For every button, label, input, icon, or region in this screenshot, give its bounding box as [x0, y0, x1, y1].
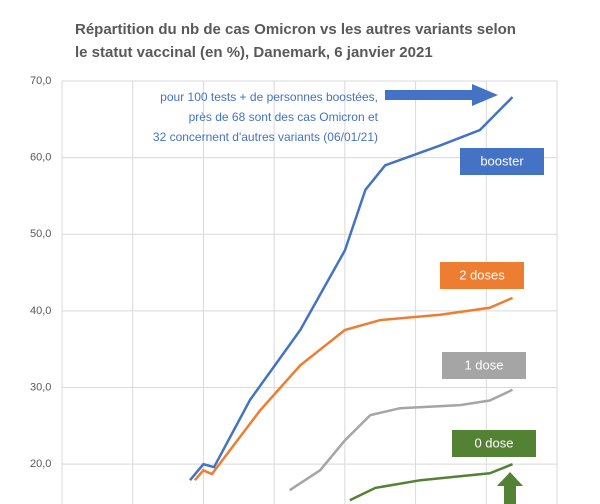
series-label-box [460, 148, 544, 175]
series-label: 0 dose [474, 435, 513, 450]
series-label-box [442, 352, 526, 379]
series-line [193, 296, 513, 482]
arrow [385, 84, 498, 106]
y-tick-label: 50,0 [30, 228, 51, 240]
series-label: 2 doses [459, 267, 505, 282]
series-line [289, 388, 514, 492]
annotation: pour 100 tests + de personnes boostées, [160, 90, 378, 104]
series-label: booster [480, 153, 524, 168]
annotation: près de 68 sont des cas Omicron et [189, 110, 379, 124]
y-tick-label: 60,0 [30, 152, 51, 164]
arrow [497, 472, 523, 504]
lines [189, 96, 514, 502]
y-tick-label: 30,0 [30, 381, 51, 393]
chart-title: le statut vaccinal (en %), Danemark, 6 j… [75, 44, 433, 61]
series-line [349, 463, 513, 502]
chart-title: Répartition du nb de cas Omicron vs les … [75, 21, 516, 38]
y-tick-label: 70,0 [30, 75, 51, 87]
y-tick-label: 20,0 [30, 458, 51, 470]
y-tick-label: 40,0 [30, 305, 51, 317]
series-label: 1 dose [464, 357, 503, 372]
series-label-box [440, 262, 524, 289]
series-label-box [452, 430, 536, 457]
series-line [189, 96, 514, 482]
annotation: 32 concernent d'autres variants (06/01/2… [153, 130, 378, 144]
series-labels: booster 2 doses 1 dose 0 dose [440, 148, 544, 457]
